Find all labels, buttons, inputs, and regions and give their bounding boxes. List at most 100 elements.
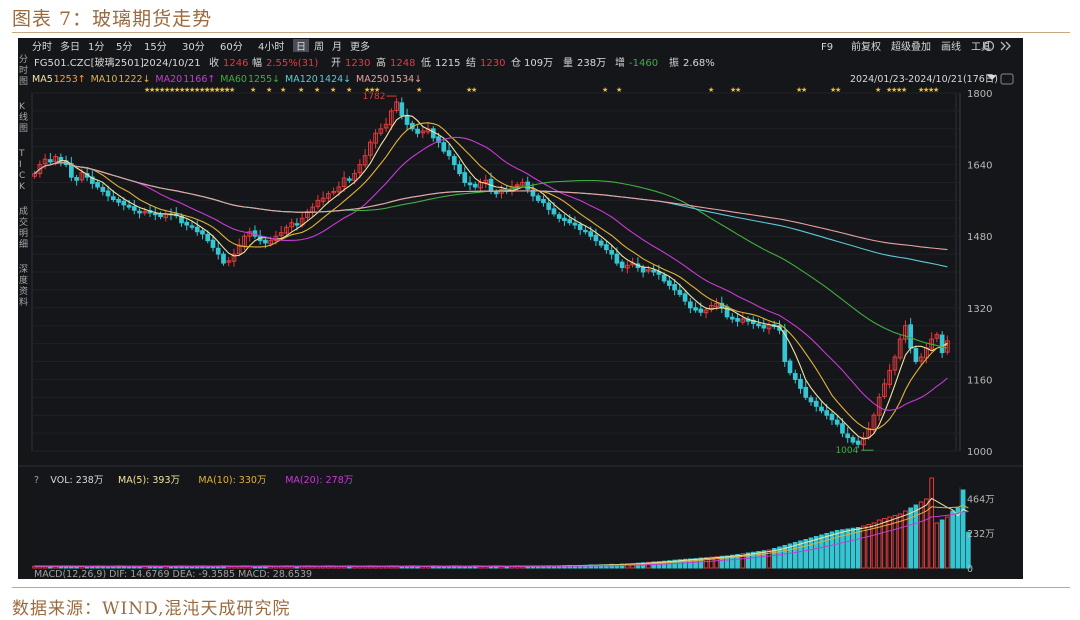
volume-bar [714, 556, 719, 569]
tool-button[interactable]: 前复权 [851, 40, 881, 53]
period-tab[interactable]: 日 [296, 42, 306, 53]
candle-body [819, 406, 824, 412]
period-toolbar[interactable]: 分时 多日 1分 5分 15分 30分 60分 4小时 日周月更多 [32, 39, 370, 53]
signal-star: ★ [708, 86, 714, 94]
price-grid [31, 92, 961, 452]
candle-body [336, 186, 342, 193]
volume-bar [735, 554, 740, 569]
ma-legend-value: 1534↓ [390, 74, 422, 85]
candle-body [347, 178, 352, 181]
volume-bar [924, 498, 929, 569]
side-tab-char: 资 [19, 286, 28, 297]
period-tab[interactable]: 月 [332, 41, 342, 53]
candle-body [467, 182, 473, 186]
candle-body [415, 128, 420, 134]
period-tab[interactable]: 60分 [220, 41, 243, 53]
candle-body [436, 136, 441, 143]
candle-body [556, 214, 562, 219]
candle-body [184, 221, 190, 226]
amplitude-value: 2.68% [683, 58, 715, 69]
candle-body [551, 208, 557, 215]
side-tab[interactable]: K线图 [19, 102, 28, 134]
side-tab[interactable]: 分时图 [19, 54, 28, 87]
candle-body [735, 318, 740, 322]
active-period-highlight [293, 39, 309, 52]
signal-star: ★ [369, 86, 375, 94]
volume-bar [866, 524, 872, 569]
ma-legend-value: 1166↑ [183, 74, 215, 85]
volume-bar [824, 533, 830, 569]
signal-star: ★ [184, 86, 190, 94]
ma-legend-label: MA10 [91, 74, 118, 85]
candle-body [845, 433, 851, 439]
period-tab[interactable]: 周 [314, 41, 324, 53]
settings-gear-icon[interactable] [983, 40, 995, 52]
candle-body [137, 210, 142, 214]
period-tab[interactable]: 15分 [144, 41, 167, 53]
ma-legend-value: 1255↓ [248, 74, 280, 85]
period-tab[interactable]: 更多 [350, 40, 370, 53]
candle-body [284, 226, 289, 234]
period-tab[interactable]: 分时 [32, 41, 52, 53]
period-tab[interactable]: 30分 [182, 41, 205, 53]
tool-button[interactable]: F9 [821, 42, 833, 53]
candle-body [693, 307, 698, 311]
volume-bar [829, 531, 835, 569]
volume-bar [861, 525, 866, 569]
volume-bar [708, 556, 714, 569]
candle-body [53, 156, 58, 162]
chart-panel: 分时 多日 1分 5分 15分 30分 60分 4小时日周月更多 F9 前复权 超级叠加 画线 工具 … [18, 38, 1023, 580]
candle-body [824, 410, 830, 416]
volume-bar [756, 551, 761, 569]
candle-body [357, 164, 363, 174]
candle-body [850, 437, 856, 443]
period-tab[interactable]: 1分 [88, 41, 104, 53]
candle-body [236, 244, 242, 255]
tool-button[interactable]: 工具 [971, 41, 991, 53]
candle-body [714, 302, 719, 307]
candle-body [404, 114, 410, 125]
open-value: 1230 [345, 58, 370, 69]
candle-body [834, 419, 840, 425]
volume-bar [740, 553, 746, 569]
volume-value: 238万 [577, 58, 606, 69]
candle-body [514, 184, 520, 187]
toolbar-icons[interactable] [983, 40, 1011, 52]
low-value: 1215 [435, 58, 460, 69]
period-tab[interactable]: 4小时 [258, 41, 284, 53]
candle-body [378, 128, 384, 134]
range-scroll-box[interactable] [1000, 73, 1014, 85]
signal-star: ★ [835, 86, 841, 94]
period-tab[interactable]: 多日 [60, 40, 80, 53]
volume-bar [934, 522, 940, 569]
range-dropdown-icon[interactable] [987, 75, 997, 80]
side-tab-char: 料 [19, 296, 28, 308]
candle-body [787, 360, 793, 374]
ma-legend-value: 1424↓ [319, 74, 351, 85]
volume-bar [703, 557, 709, 569]
candle-body [42, 158, 48, 165]
tool-button[interactable]: 超级叠加 [891, 40, 931, 53]
signal-star: ★ [204, 86, 210, 94]
tool-button[interactable]: 画线 [941, 40, 961, 53]
candle-body [79, 172, 85, 181]
double-chevron-right-icon[interactable] [1000, 41, 1011, 51]
candle-body [383, 123, 389, 129]
period-tab[interactable]: 5分 [116, 41, 132, 53]
price-tick-label: 1640 [967, 161, 992, 172]
signal-star: ★ [346, 86, 352, 94]
signal-star: ★ [416, 86, 422, 94]
tool-toolbar[interactable]: F9 前复权 超级叠加 画线 工具 [821, 40, 991, 53]
volume-bar [750, 551, 756, 569]
candle-body [242, 235, 247, 247]
candle-body [110, 196, 116, 201]
volume-bar [787, 543, 793, 569]
volume-label: 量 [563, 57, 573, 69]
volume-bar [777, 546, 782, 569]
volume-tick-label: 464万 [967, 494, 995, 505]
volume-bar [850, 527, 856, 569]
